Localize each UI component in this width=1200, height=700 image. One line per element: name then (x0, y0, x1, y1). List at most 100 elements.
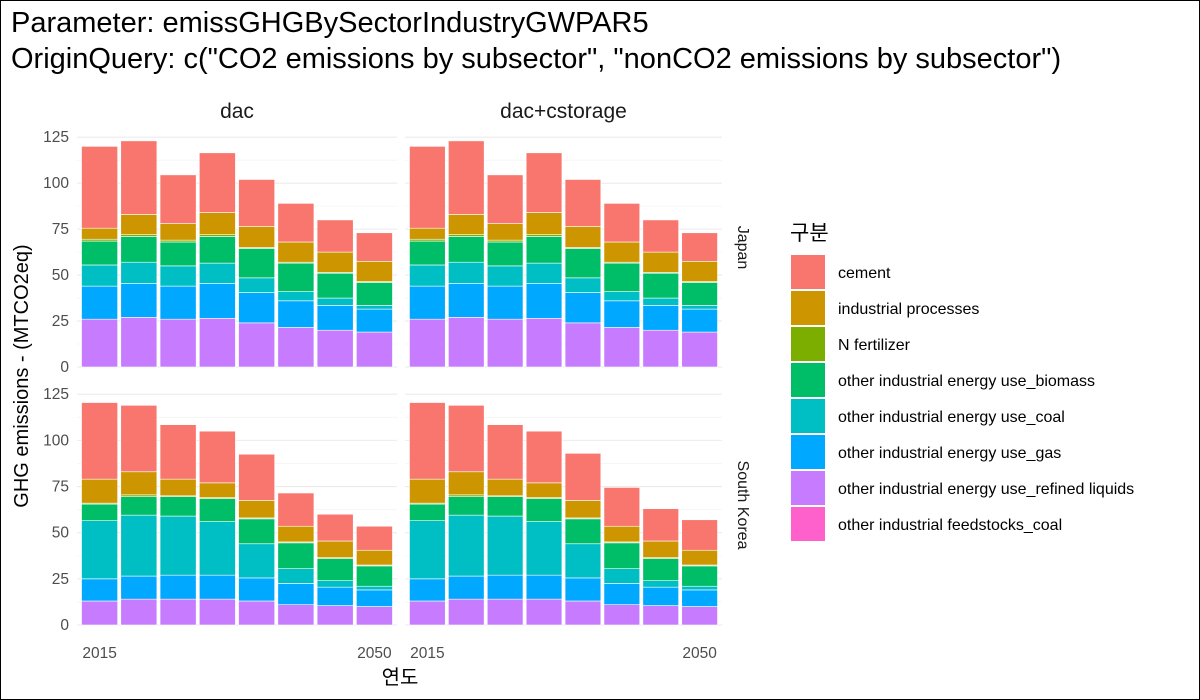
bar-segment-dac-cstorage-japan-2040 (603, 241, 641, 263)
bar-segment-dac-japan-2015 (81, 240, 118, 266)
facet-label-dac-cstorage: dac+cstorage (500, 100, 627, 123)
bar-segment-dac-south-korea-2035 (238, 518, 275, 545)
bar-segment-dac-cstorage-japan-2035 (564, 226, 602, 248)
bar-segment-dac-cstorage-japan-2020 (448, 214, 485, 235)
bar-segment-dac-cstorage-japan-2045 (642, 219, 679, 253)
bar-segment-dac-cstorage-south-korea-2015 (409, 478, 446, 504)
facet-label-dac: dac (220, 100, 254, 123)
y-tick-label: 50 (52, 525, 70, 542)
bar-segment-dac-japan-2040 (277, 203, 315, 243)
legend-swatch-other-industrial-feedstocks-coal (791, 507, 825, 541)
bar-segment-dac-japan-2025 (159, 265, 197, 287)
bar-segment-dac-cstorage-japan-2045 (642, 251, 679, 273)
bar-segment-dac-japan-2030 (199, 283, 236, 319)
bar-segment-dac-cstorage-south-korea-2040 (603, 487, 641, 527)
bar-segment-dac-japan-2025 (159, 318, 197, 368)
bar-segment-dac-japan-2035 (238, 248, 275, 279)
bar-segment-dac-cstorage-japan-2030 (525, 212, 563, 235)
bar-segment-dac-cstorage-south-korea-2030 (525, 498, 563, 522)
bar-segment-dac-japan-2030 (199, 212, 236, 235)
bar-segment-dac-cstorage-japan-2015 (409, 264, 446, 287)
bar-segment-dac-japan-2030 (199, 262, 236, 284)
bar-segment-dac-japan-2045 (316, 305, 354, 331)
bar-segment-dac-japan-2020 (120, 317, 158, 368)
bar-segment-dac-cstorage-south-korea-2025 (486, 478, 524, 497)
bar-segment-dac-cstorage-japan-2050 (681, 308, 718, 333)
y-tick-label: 25 (52, 571, 69, 588)
facet-label-japan: Japan (734, 226, 751, 270)
bar-segment-dac-japan-2045 (316, 219, 354, 253)
bar-segment-dac-cstorage-japan-2020 (448, 317, 485, 368)
legend-swatch-other-industrial-energy-use-biomass (791, 363, 825, 397)
bar-segment-dac-japan-2035 (238, 292, 275, 324)
bar-segment-dac-cstorage-japan-2030 (525, 152, 563, 213)
bar-segment-dac-cstorage-japan-2015 (409, 146, 446, 229)
facet-label-south-korea: South Korea (734, 461, 751, 550)
bar-segment-dac-cstorage-south-korea-2025 (486, 598, 524, 626)
bar-segment-dac-cstorage-japan-2035 (564, 292, 602, 324)
bar-segment-dac-cstorage-japan-2035 (564, 179, 602, 227)
x-tick-label: 2050 (357, 645, 392, 662)
bar-segment-dac-cstorage-japan-2045 (642, 329, 679, 368)
bar-segment-dac-japan-2015 (81, 227, 118, 240)
bar-segment-dac-cstorage-japan-2050 (681, 232, 718, 262)
legend-label-industrial-processes: industrial processes (838, 301, 979, 318)
bar-segment-dac-cstorage-japan-2030 (525, 262, 563, 284)
bar-segment-dac-cstorage-south-korea-2040 (603, 542, 641, 569)
legend-label-cement: cement (838, 265, 891, 282)
bar-segment-dac-south-korea-2015 (81, 600, 118, 626)
bar-segment-dac-japan-2025 (159, 174, 197, 224)
bar-segment-dac-cstorage-japan-2040 (603, 203, 641, 243)
bar-segment-dac-japan-2050 (356, 232, 393, 262)
bar-segment-dac-cstorage-south-korea-2035 (564, 453, 602, 501)
legend-swatch-cement (791, 255, 825, 289)
bar-segment-dac-cstorage-japan-2030 (525, 236, 563, 264)
bar-segment-dac-cstorage-south-korea-2020 (448, 471, 485, 496)
bar-segment-dac-cstorage-japan-2045 (642, 305, 679, 331)
bar-segment-dac-cstorage-south-korea-2025 (486, 574, 524, 600)
bar-segment-dac-cstorage-south-korea-2050 (681, 589, 718, 607)
bar-segment-dac-south-korea-2045 (316, 558, 354, 581)
bar-segment-dac-south-korea-2045 (316, 540, 354, 558)
bar-segment-dac-cstorage-south-korea-2050 (681, 606, 718, 626)
bar-segment-dac-cstorage-south-korea-2015 (409, 520, 446, 580)
y-axis-title: GHG emissions - (MTCO2eq) (11, 244, 33, 507)
legend-label-n-fertilizer: N fertilizer (838, 337, 911, 354)
bar-segment-dac-cstorage-south-korea-2050 (681, 519, 718, 551)
bar-segment-dac-cstorage-south-korea-2025 (486, 424, 524, 480)
bar-segment-dac-cstorage-japan-2040 (603, 262, 641, 292)
bar-segment-dac-south-korea-2030 (199, 574, 236, 600)
legend-swatch-other-industrial-energy-use-refined-liquids (791, 471, 825, 505)
bar-segment-dac-japan-2030 (199, 317, 236, 368)
bar-segment-dac-cstorage-japan-2025 (486, 285, 524, 320)
legend-label-other-industrial-energy-use-coal: other industrial energy use_coal (838, 409, 1065, 426)
bar-segment-dac-south-korea-2045 (316, 605, 354, 626)
bar-segment-dac-japan-2030 (199, 152, 236, 213)
bar-segment-dac-south-korea-2050 (356, 606, 393, 626)
bar-segment-dac-cstorage-japan-2030 (525, 283, 563, 319)
x-tick-label: 2015 (82, 645, 116, 662)
bar-segment-dac-japan-2040 (277, 241, 315, 263)
bar-segment-dac-cstorage-japan-2045 (642, 297, 679, 306)
bar-segment-dac-cstorage-south-korea-2030 (525, 574, 563, 600)
bar-segment-dac-cstorage-japan-2025 (486, 241, 524, 267)
legend-swatch-other-industrial-energy-use-coal (791, 399, 825, 433)
bar-segment-dac-japan-2050 (356, 282, 393, 306)
bar-segment-dac-cstorage-south-korea-2040 (603, 583, 641, 605)
bar-segment-dac-cstorage-south-korea-2030 (525, 598, 563, 626)
bar-segment-dac-south-korea-2050 (356, 589, 393, 607)
bar-segment-dac-japan-2020 (120, 261, 158, 284)
bar-segment-dac-cstorage-japan-2025 (486, 265, 524, 287)
bar-segment-dac-cstorage-south-korea-2050 (681, 565, 718, 587)
bar-segment-dac-cstorage-japan-2045 (642, 272, 679, 299)
bar-segment-dac-cstorage-japan-2025 (486, 223, 524, 241)
bar-segment-dac-cstorage-japan-2040 (603, 291, 641, 302)
bar-segment-dac-south-korea-2015 (81, 520, 118, 580)
bar-segment-dac-cstorage-south-korea-2045 (642, 605, 679, 626)
bar-segment-dac-japan-2035 (238, 277, 275, 293)
bar-segment-dac-cstorage-south-korea-2045 (642, 580, 679, 588)
bar-segment-dac-south-korea-2030 (199, 430, 236, 484)
chart-title-parameter: Parameter: emissGHGBySectorIndustryGWPAR… (11, 7, 649, 39)
bar-segment-dac-south-korea-2020 (120, 575, 158, 600)
